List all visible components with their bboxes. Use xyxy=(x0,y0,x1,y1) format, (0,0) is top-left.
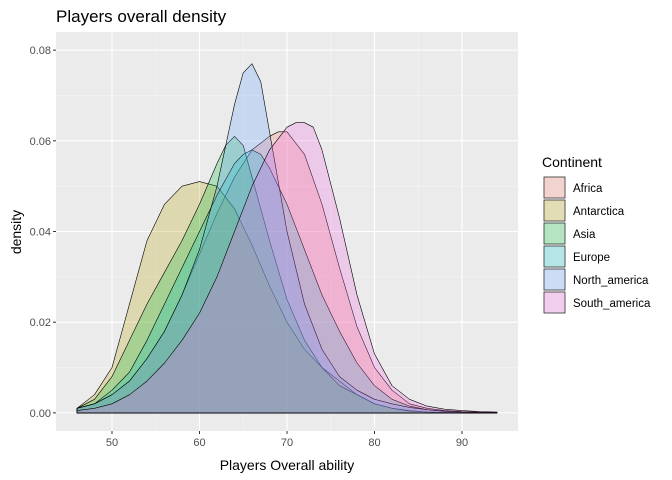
legend-label-south-america: South_america xyxy=(573,298,651,310)
density-areas xyxy=(76,63,498,414)
y-axis: 0.00 0.02 0.04 0.06 0.08 xyxy=(30,45,56,420)
legend-key-bg xyxy=(543,176,566,199)
density-area-asia xyxy=(76,136,498,414)
legend-label-antarctica: Antarctica xyxy=(573,206,625,218)
legend-swatch-south-america xyxy=(543,291,566,314)
density-area-europe xyxy=(76,149,498,414)
y-tick-label: 0.06 xyxy=(30,136,51,148)
legend-key-bg xyxy=(543,268,566,291)
chart-title: Players overall density xyxy=(56,7,227,26)
legend-swatch-north-america xyxy=(543,268,566,291)
legend-swatch-antarctica xyxy=(543,199,566,222)
y-tick-label: 0.08 xyxy=(30,45,51,57)
y-tick-label: 0.02 xyxy=(30,317,51,329)
x-tick-label: 60 xyxy=(193,437,205,449)
x-tick-label: 50 xyxy=(106,437,118,449)
legend-key-bg xyxy=(543,199,566,222)
legend-label-asia: Asia xyxy=(573,229,596,241)
y-tick-label: 0.00 xyxy=(30,408,51,420)
x-tick-label: 90 xyxy=(456,437,468,449)
density-area-north-america xyxy=(76,63,498,414)
density-area-south-america xyxy=(76,122,498,414)
x-axis: 50 60 70 80 90 xyxy=(106,431,468,449)
legend-swatch-europe xyxy=(543,245,566,268)
x-tick-label: 70 xyxy=(281,437,293,449)
legend-key-bg xyxy=(543,291,566,314)
legend-title: Continent xyxy=(542,154,602,170)
y-tick-label: 0.04 xyxy=(30,227,51,239)
y-axis-title: density xyxy=(8,210,24,254)
legend: Continent Africa Antarctica Asia Europe Nort… xyxy=(542,154,651,314)
legend-key-bg xyxy=(543,245,566,268)
legend-key-bg xyxy=(543,222,566,245)
legend-label-africa: Africa xyxy=(573,183,603,195)
x-tick-label: 80 xyxy=(368,437,380,449)
x-axis-title: Players Overall ability xyxy=(220,457,355,473)
legend-label-europe: Europe xyxy=(573,252,610,264)
legend-swatch-asia xyxy=(543,222,566,245)
legend-label-north-america: North_america xyxy=(573,275,649,287)
legend-swatch-africa xyxy=(543,176,566,199)
